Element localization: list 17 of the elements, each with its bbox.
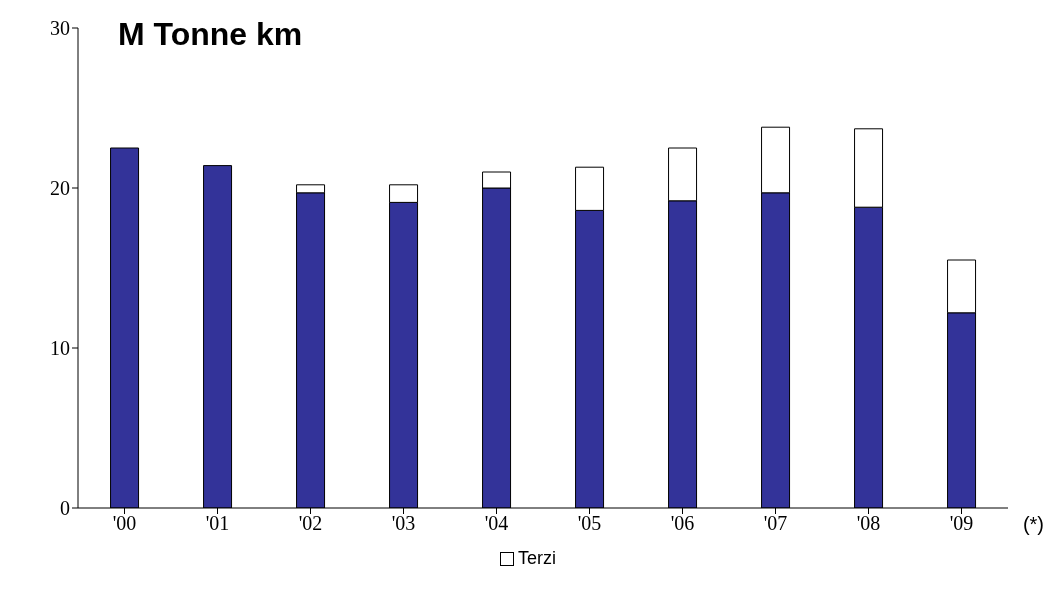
text: (*) (1022, 513, 1044, 536)
x-tick-label: '08 (856, 512, 881, 535)
x-tick-label: '03 (391, 512, 416, 535)
x-tick-label: '06 (670, 512, 695, 535)
y-tick-label: 20 (50, 177, 70, 200)
x-tick-label: '09 (949, 512, 974, 535)
chart-title: M Tonne km (118, 16, 303, 53)
y-tick-label: 0 (60, 497, 70, 520)
legend-label: Terzi (517, 548, 556, 569)
x-tick-label: '07 (763, 512, 788, 535)
y-tick-label: 30 (50, 17, 70, 40)
x-tick-label: '05 (577, 512, 602, 535)
y-tick-label: 10 (50, 337, 70, 360)
x-tick-label: '02 (298, 512, 323, 535)
x-tick-label: '00 (112, 512, 137, 535)
x-tick-label: '04 (484, 512, 509, 535)
x-tick-label: '01 (205, 512, 230, 535)
